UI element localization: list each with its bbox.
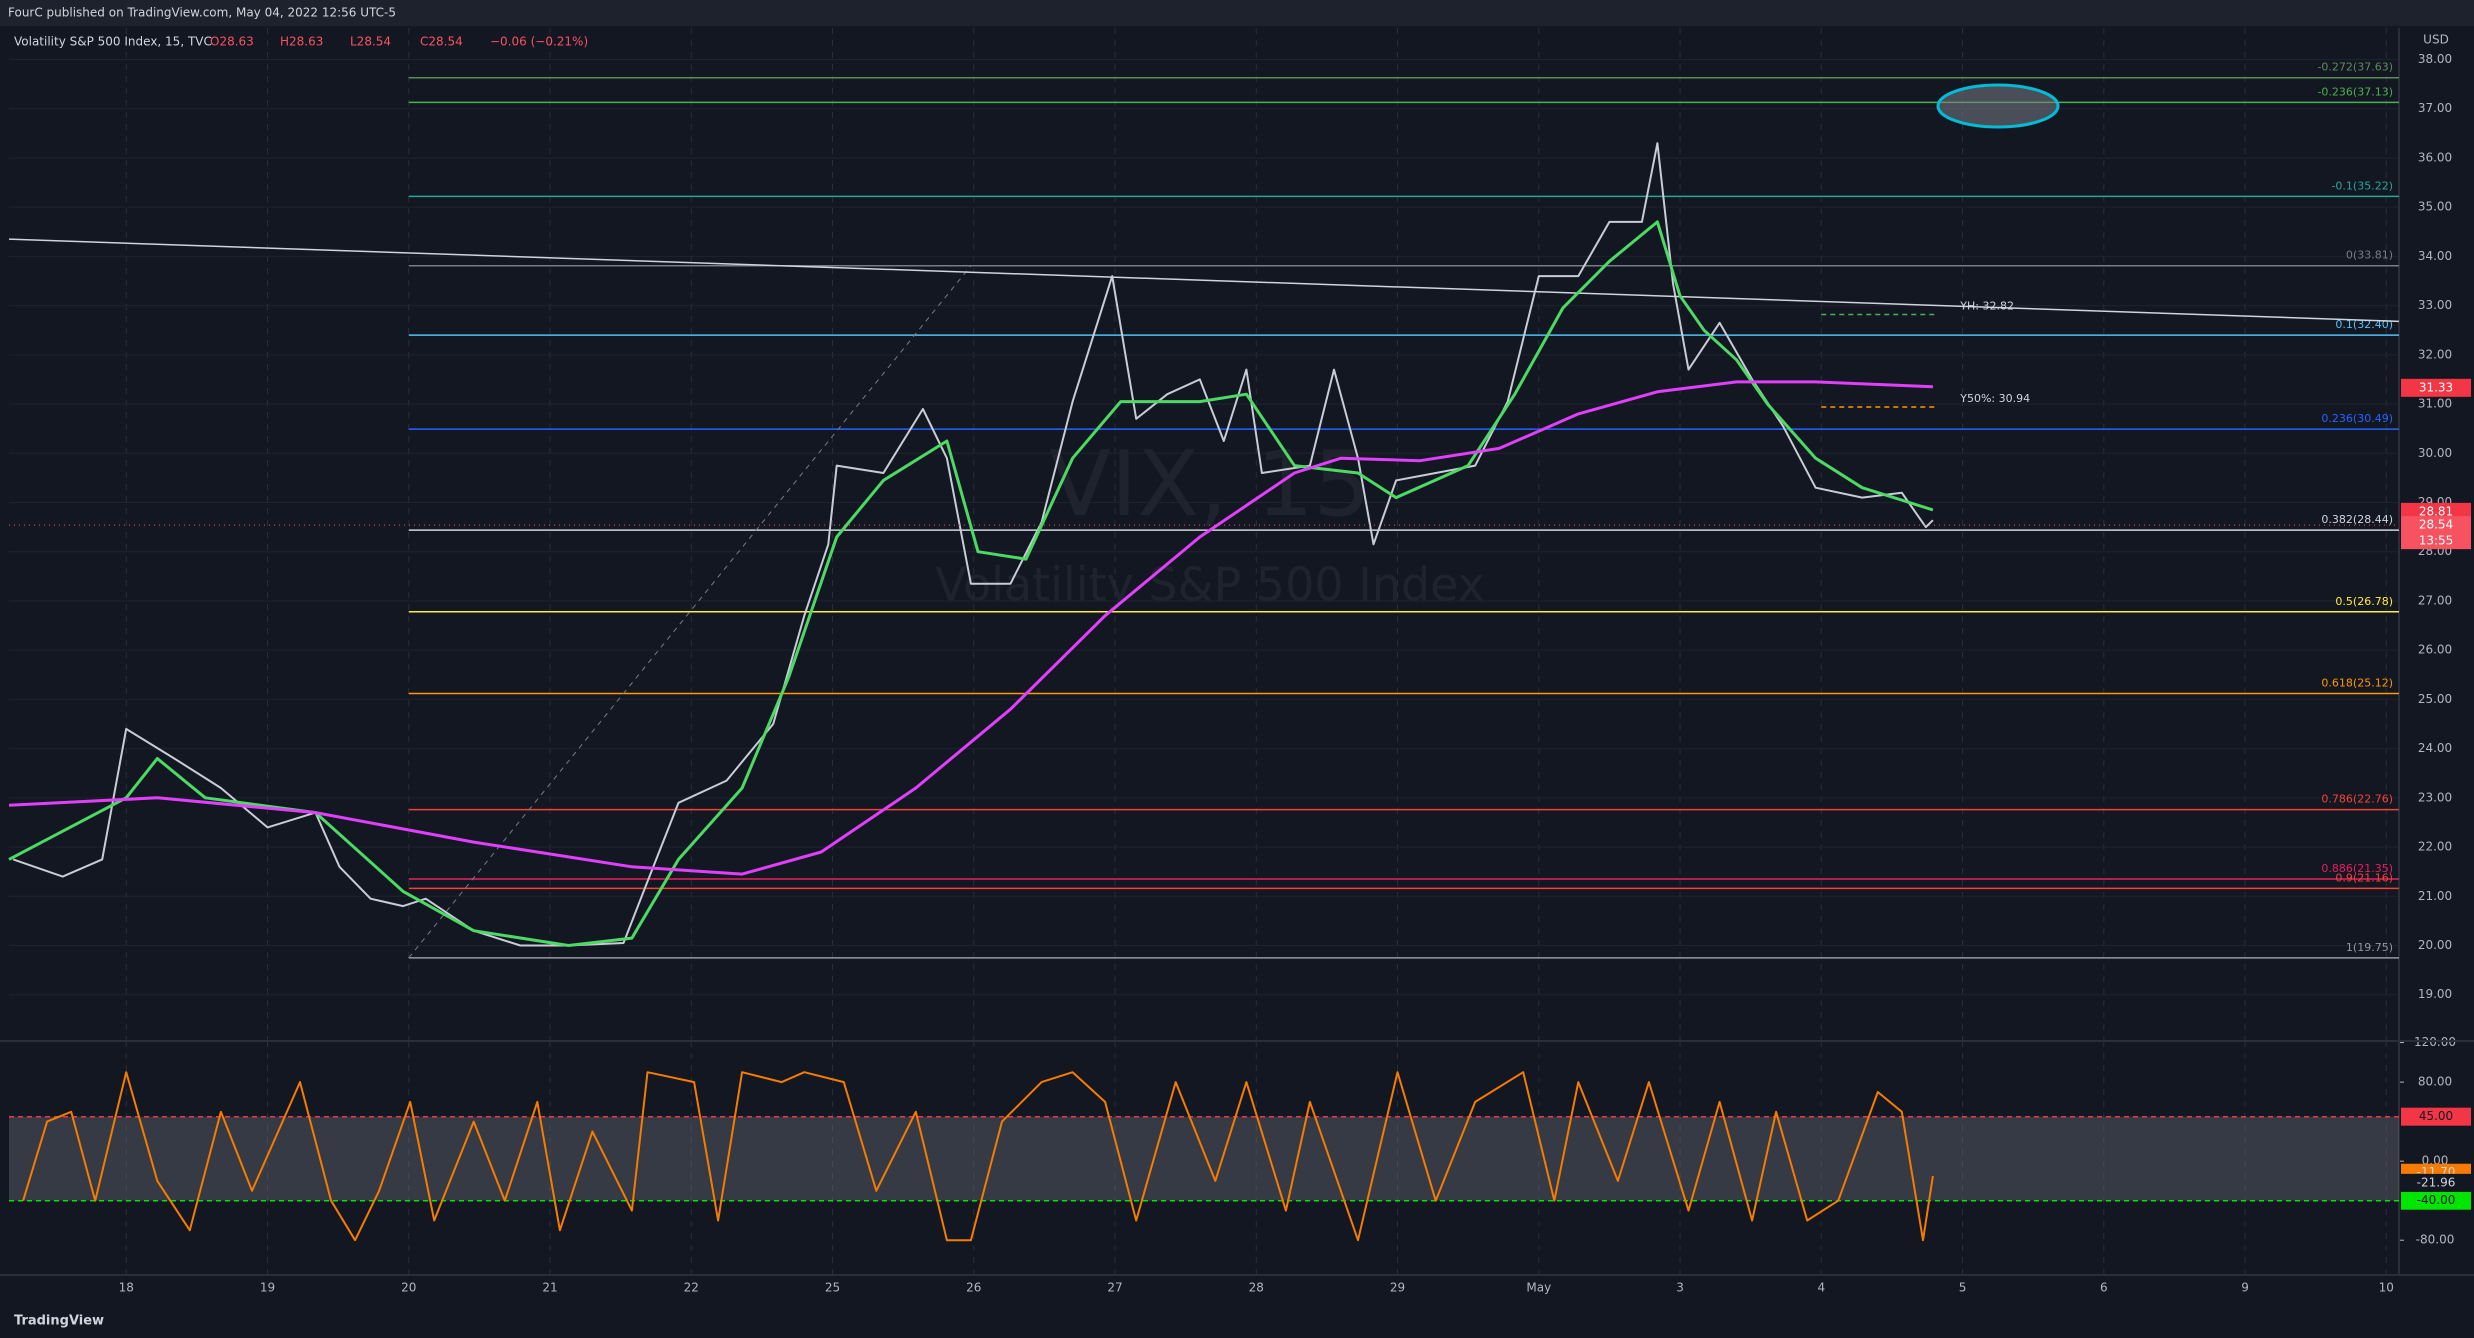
highlight-ellipse (1936, 83, 2060, 129)
x-tick-label: 9 (2241, 1281, 2249, 1295)
y-tick-label: 20.00 (2418, 938, 2452, 952)
watermark-name: Volatility S&P 500 Index (935, 558, 1485, 612)
oscillator-line (22, 1071, 1934, 1242)
fib-label: 0.886(21.35) (2321, 862, 2393, 875)
x-tick-label: 19 (260, 1281, 275, 1295)
x-tick-label: 22 (684, 1281, 699, 1295)
plot: 18 19 20 21 22 25 26 27 28 29 May 3 4 5 6 9 10 19.00 20.00… (0, 28, 2474, 1295)
fib-label: 0.5(26.78) (2335, 595, 2393, 608)
osc-tick-label: 120.00 (2414, 1035, 2456, 1049)
fib-label: -0.272(37.63) (2317, 61, 2393, 74)
x-tick-label: 25 (825, 1281, 840, 1295)
osc-level-label: -40.00 (2417, 1193, 2456, 1207)
y-tick-label: 35.00 (2418, 200, 2452, 214)
x-tick-label: 29 (1390, 1281, 1405, 1295)
x-tick-label: 5 (1959, 1281, 1967, 1295)
price-tag (2401, 516, 2471, 535)
price-tag-label: 28.81 (2419, 504, 2453, 518)
watermark-symbol: VIX, 15 (1049, 432, 1371, 537)
fib-label: 0.786(22.76) (2321, 793, 2393, 806)
x-tick-label: May (1526, 1281, 1551, 1295)
x-tick-label: 26 (966, 1281, 981, 1295)
y-tick-label: 23.00 (2418, 790, 2452, 804)
osc-level-tag (2401, 1107, 2471, 1126)
ohlc-value: O28.63 (210, 35, 254, 49)
osc-level-label: 45.00 (2419, 1109, 2453, 1123)
fib-label: 0(33.81) (2346, 249, 2393, 262)
y-tick-label: 32.00 (2418, 347, 2452, 361)
y-tick-label: 27.00 (2418, 593, 2452, 607)
y-tick-label: 21.00 (2418, 889, 2452, 903)
x-tick-label: 18 (119, 1281, 134, 1295)
x-tick-label: 10 (2379, 1281, 2394, 1295)
osc-tick-label: 80.00 (2418, 1075, 2452, 1089)
ohlc-value: −0.06 (−0.21%) (490, 35, 588, 49)
moving-average (8, 380, 1933, 876)
osc-tag-label: -21.96 (2417, 1175, 2456, 1189)
legend: Volatility S&P 500 Index, 15, TVC O28.63… (14, 35, 588, 49)
x-tick-label: 21 (542, 1281, 557, 1295)
y-tick-label: 30.00 (2418, 446, 2452, 460)
y-tick-label: 25.00 (2418, 692, 2452, 706)
ohlc-value: H28.63 (280, 35, 323, 49)
footer-bar (0, 1307, 2474, 1338)
fib-label: 0.382(28.44) (2321, 513, 2393, 526)
fib-label: -0.236(37.13) (2317, 85, 2393, 98)
fib-label: 1(19.75) (2346, 941, 2393, 954)
banner: FourC published on TradingView.com, May … (8, 6, 396, 20)
annotation-label: YH: 32.82 (1959, 299, 2014, 312)
x-tick-label: 3 (1676, 1281, 1684, 1295)
chart-title: Volatility S&P 500 Index, 15, TVC (14, 35, 212, 49)
banner-bar (0, 0, 2474, 26)
moving-average (8, 220, 1934, 947)
price-tag (2401, 378, 2471, 397)
footer-logo: TradingView (14, 1314, 104, 1329)
price-tag-label: 28.54 (2419, 518, 2453, 532)
x-tick-label: 4 (1817, 1281, 1825, 1295)
y-tick-label: 33.00 (2418, 298, 2452, 312)
y-tick-label: 31.00 (2418, 397, 2452, 411)
countdown: 13:55 (2419, 534, 2454, 548)
y-tick-label: 38.00 (2418, 52, 2452, 66)
y-tick-label: 26.00 (2418, 643, 2452, 657)
countdown-tag (2401, 533, 2471, 550)
annotation-label: Y50%: 30.94 (1959, 392, 2030, 405)
y-tick-label: 19.00 (2418, 987, 2452, 1001)
x-tick-label: 28 (1249, 1281, 1264, 1295)
osc-tick-label: -80.00 (2416, 1233, 2455, 1247)
price-tag-label: 31.33 (2419, 380, 2453, 394)
x-tick-label: 20 (401, 1281, 416, 1295)
osc-level-tag (2401, 1191, 2471, 1210)
osc-tag (2401, 1173, 2471, 1192)
ohlc-value: C28.54 (420, 35, 463, 49)
y-tick-label: 37.00 (2418, 101, 2452, 115)
y-tick-label: 22.00 (2418, 840, 2452, 854)
fib-anchor (408, 265, 972, 959)
ohlc-value: L28.54 (350, 35, 391, 49)
trendline (8, 238, 2400, 323)
fib-label: 0.618(25.12) (2321, 676, 2393, 689)
price-line (12, 142, 1934, 947)
fib-label: 0.9(21.16) (2335, 871, 2393, 884)
watermark: VIX, 15 Volatility S&P 500 Index (935, 432, 1485, 612)
fib-label: 0.236(30.49) (2321, 412, 2393, 425)
y-tick-label: 34.00 (2418, 249, 2452, 263)
currency: USD (2423, 33, 2449, 47)
fib-label: -0.1(35.22) (2331, 179, 2393, 192)
y-tick-label: 36.00 (2418, 150, 2452, 164)
y-tick-label: 24.00 (2418, 741, 2452, 755)
osc-band (9, 1116, 2399, 1201)
x-tick-label: 27 (1107, 1281, 1122, 1295)
x-tick-label: 6 (2100, 1281, 2108, 1295)
